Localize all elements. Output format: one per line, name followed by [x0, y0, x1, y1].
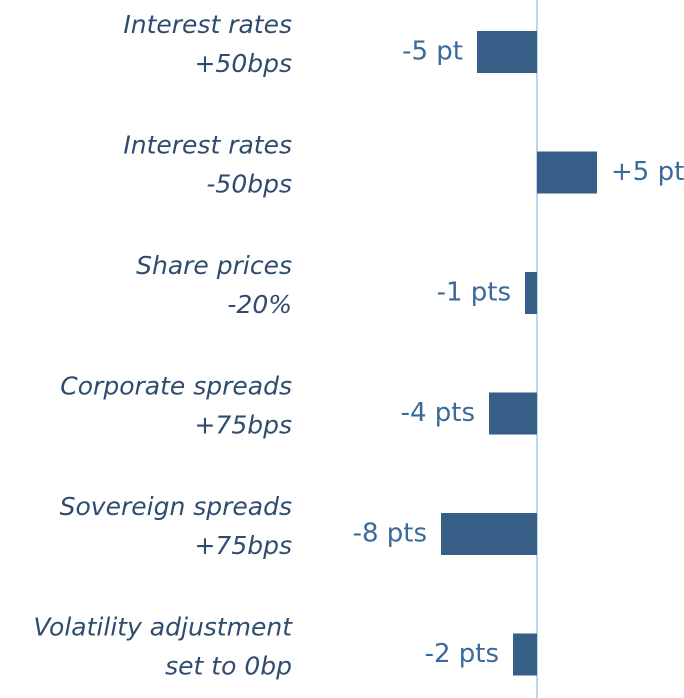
- category-label: Sovereign spreads: [60, 492, 292, 521]
- bar: [489, 392, 537, 435]
- bar: [441, 513, 537, 555]
- category-label: +75bps: [194, 411, 292, 440]
- category-label: Share prices: [136, 251, 292, 280]
- category-label: Corporate spreads: [60, 372, 292, 401]
- category-label: Interest rates: [123, 131, 292, 160]
- value-label: -5 pt: [402, 37, 463, 67]
- bar: [525, 272, 537, 314]
- category-label: -20%: [227, 290, 292, 319]
- category-label: +75bps: [194, 531, 292, 560]
- bar: [477, 31, 537, 73]
- bar: [537, 151, 597, 194]
- category-label: Interest rates: [123, 10, 292, 39]
- value-label: -8 pts: [353, 519, 427, 549]
- value-label: -4 pts: [401, 398, 475, 428]
- category-label: -50bps: [206, 170, 292, 199]
- category-label: set to 0bp: [165, 652, 292, 681]
- value-label: -1 pts: [437, 278, 511, 308]
- category-label: Volatility adjustment: [33, 613, 293, 642]
- value-label: +5 pt: [611, 157, 684, 187]
- value-label: -2 pts: [425, 639, 499, 669]
- category-label: +50bps: [194, 49, 292, 78]
- bar: [513, 633, 537, 676]
